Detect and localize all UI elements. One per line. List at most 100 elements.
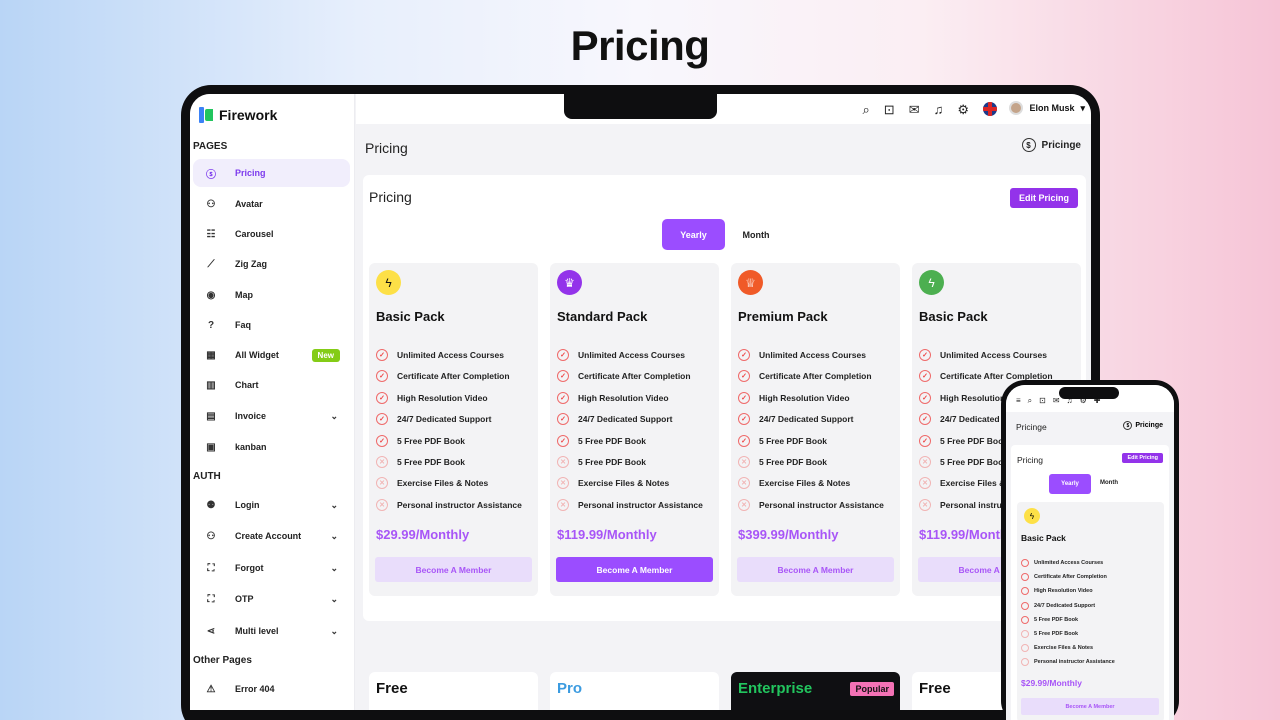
sidebar-item-error-404[interactable]: ⚠ Error 404 <box>206 683 275 695</box>
invoice-icon: ▤ <box>206 410 216 422</box>
sidebar-item-faq[interactable]: ? Faq <box>193 311 350 339</box>
map-pin-icon: ◉ <box>206 289 216 301</box>
breadcrumb[interactable]: $ Pricinge <box>1021 138 1081 152</box>
mobile-feature-item: 24/7 Dedicated Support <box>1021 601 1095 610</box>
check-circle-icon: ✓ <box>557 391 569 404</box>
check-circle-icon: ✓ <box>738 391 750 404</box>
feature-item: ✓ High Resolution Video <box>919 391 1075 404</box>
mobile-tab-yearly[interactable]: Yearly <box>1049 474 1091 494</box>
check-circle-icon: ✓ <box>376 391 388 404</box>
mobile-tab-month[interactable]: Month <box>1100 480 1118 486</box>
phone-screen: ≡ ⌕ ⊡ ✉ ♫ ⚙ ✚ Pricinge $ Pricinge Pricing… <box>1006 385 1174 720</box>
sidebar-item-login[interactable]: ⚉ Login ⌄ <box>206 499 338 511</box>
user-menu[interactable]: Elon Musk ▾ <box>1009 101 1085 115</box>
sidebar-item-carousel[interactable]: ☷ Carousel <box>206 228 274 240</box>
feature-item: ✕ Exercise Files & Notes <box>919 477 1075 490</box>
feature-item: ✓ 24/7 Dedicated Support <box>376 413 532 426</box>
feature-item: ✓ 5 Free PDF Book <box>557 434 713 447</box>
gear-icon[interactable]: ⚙ <box>957 101 969 117</box>
mobile-plan-price: $29.99/Monthly <box>1021 678 1082 688</box>
topbar-icons: ⌕ ⊡ ✉ ♫ ⚙ <box>862 101 997 117</box>
billing-toggle: Yearly Month <box>662 219 787 250</box>
bolt-icon: ϟ <box>1024 508 1040 524</box>
x-circle-icon: ✕ <box>919 477 931 490</box>
sidebar: Firework PAGES ⓢ Pricing ⚇ Avatar ☷ Carouse… <box>190 94 355 710</box>
feature-item: ✓ Unlimited Access Courses <box>376 349 532 361</box>
sidebar-item-create-account[interactable]: ⚇ Create Account ⌄ <box>206 530 338 542</box>
become-member-button[interactable]: Become A Member <box>556 557 713 582</box>
feature-item: ✓ 5 Free PDF Book <box>738 434 894 447</box>
plan-price: $119.99/Monthly <box>557 527 657 542</box>
new-badge: New <box>311 348 340 362</box>
sidebar-item-map[interactable]: ◉ Map <box>206 289 253 301</box>
page-headline: Pricing <box>570 22 710 69</box>
tab-month[interactable]: Month <box>742 229 770 240</box>
chart-icon: ▥ <box>206 379 216 391</box>
check-circle-icon: ✓ <box>376 370 388 383</box>
feature-item: ✕ Personal instructor Assistance <box>557 498 713 511</box>
sidebar-item-all-widget[interactable]: ▦ All Widget New <box>193 341 350 369</box>
feature-item: ✕ 5 Free PDF Book <box>557 456 713 468</box>
section-pages: PAGES <box>193 141 228 152</box>
search-icon[interactable]: ⌕ <box>1027 396 1033 405</box>
sidebar-item-avatar[interactable]: ⚇ Avatar <box>206 198 263 210</box>
plan-card-pro: Pro <box>550 672 719 710</box>
bell-icon[interactable]: ♫ <box>1066 396 1073 405</box>
bag-icon[interactable]: ⊡ <box>883 101 895 117</box>
sidebar-item-pricing[interactable]: ⓢ Pricing <box>193 159 350 187</box>
mail-icon[interactable]: ✉ <box>1052 396 1060 405</box>
sidebar-item-chart[interactable]: ▥ Chart <box>206 379 259 391</box>
feature-item: ✓ 24/7 Dedicated Support <box>919 413 1075 426</box>
become-member-button[interactable]: Become A Member <box>737 557 894 582</box>
search-icon[interactable]: ⌕ <box>862 101 870 117</box>
gear-icon[interactable]: ⚙ <box>1079 396 1087 405</box>
mail-icon[interactable]: ✉ <box>908 101 920 117</box>
app-logo[interactable]: Firework <box>199 107 277 123</box>
plan-name: Basic Pack <box>919 309 988 324</box>
sliders-icon: ☷ <box>206 228 216 240</box>
feature-item: ✓ Certificate After Completion <box>557 370 713 383</box>
sidebar-item-zig-zag[interactable]: ⟋ Zig Zag <box>193 250 350 278</box>
top-bar: ⌕ ⊡ ✉ ♫ ⚙ Elon Musk ▾ <box>356 94 1091 124</box>
uk-flag-icon[interactable] <box>983 102 997 116</box>
edit-pricing-button[interactable]: Edit Pricing <box>1009 188 1078 208</box>
scan-icon: ⛶ <box>207 562 215 574</box>
feature-item: ✕ 5 Free PDF Book <box>919 456 1075 468</box>
sidebar-item-invoice[interactable]: ▤ Invoice ⌄ <box>206 410 338 422</box>
check-circle-icon: ✓ <box>557 434 569 447</box>
feature-item: ✓ High Resolution Video <box>738 391 894 404</box>
tab-yearly[interactable]: Yearly <box>662 219 725 250</box>
menu-icon[interactable]: ≡ <box>1016 396 1021 405</box>
feature-item: ✓ 5 Free PDF Book <box>376 434 532 447</box>
laptop-notch <box>564 94 717 119</box>
bell-icon[interactable]: ♫ <box>933 101 944 117</box>
bag-icon[interactable]: ⊡ <box>1039 396 1046 405</box>
scan-icon: ⛶ <box>207 593 215 605</box>
mobile-plan-name: Basic Pack <box>1021 533 1066 543</box>
mobile-become-member-button[interactable]: Become A Member <box>1021 698 1159 715</box>
mobile-panel-title: Pricing <box>1017 455 1043 465</box>
phone-dynamic-island <box>1059 387 1119 399</box>
mobile-breadcrumb[interactable]: $ Pricinge <box>1123 421 1163 430</box>
chevron-down-icon: ⌄ <box>330 530 338 541</box>
mobile-edit-pricing-button[interactable]: Edit Pricing <box>1122 453 1163 463</box>
users-icon: ⚉ <box>206 499 216 511</box>
check-circle-icon: ✓ <box>738 370 750 383</box>
sidebar-item-kanban[interactable]: ▣ kanban <box>206 441 267 453</box>
become-member-button[interactable]: Become A Member <box>375 557 532 582</box>
check-circle-icon: ✓ <box>919 370 931 383</box>
warning-icon: ⚠ <box>206 683 216 695</box>
check-circle-icon <box>1021 615 1029 624</box>
popular-badge: Popular <box>850 682 894 696</box>
chevron-down-icon: ⌄ <box>330 562 338 573</box>
feature-item: ✓ Certificate After Completion <box>919 370 1075 383</box>
feature-item: ✓ 24/7 Dedicated Support <box>557 413 713 426</box>
sidebar-item-multi-level[interactable]: ⋖ Multi level ⌄ <box>206 625 338 637</box>
uk-flag-icon[interactable]: ✚ <box>1093 396 1101 405</box>
mobile-feature-item: 5 Free PDF Book <box>1021 615 1078 624</box>
chevron-down-icon: ⌄ <box>330 410 338 421</box>
feature-item: ✓ Certificate After Completion <box>376 370 532 383</box>
sidebar-item-forgot[interactable]: ⛶ Forgot ⌄ <box>193 554 350 582</box>
sidebar-item-otp[interactable]: ⛶ OTP ⌄ <box>193 585 350 613</box>
feature-item: ✓ 5 Free PDF Book <box>919 434 1075 447</box>
